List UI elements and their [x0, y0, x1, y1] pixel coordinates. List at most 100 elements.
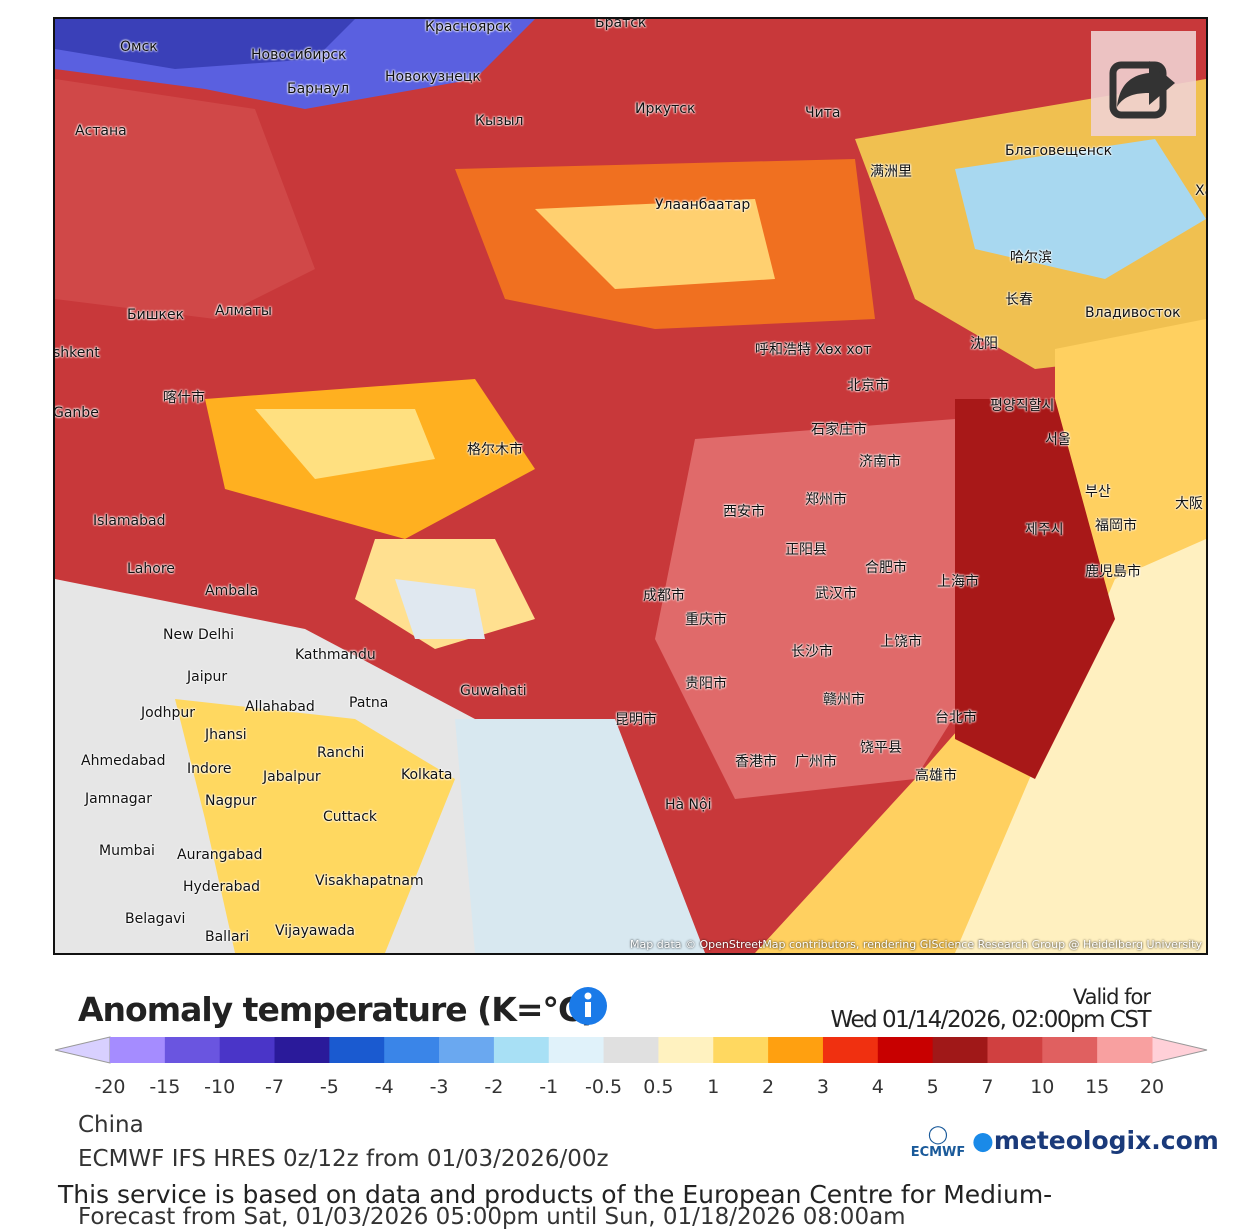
city-label: 济南市 [859, 454, 901, 470]
colorbar-low [54, 1036, 111, 1064]
city-label: 合肥市 [865, 560, 907, 576]
city-label: Kolkata [401, 767, 453, 783]
city-label: Ballari [205, 929, 250, 945]
attribution: Map data © OpenStreetMap contributors, r… [630, 938, 1202, 951]
colorbar-tick-label: 20 [1140, 1076, 1164, 1098]
city-label: Омск [120, 39, 158, 55]
city-label: Астана [75, 123, 127, 139]
colorbar-bin [219, 1037, 276, 1063]
city-label: Алматы [215, 303, 272, 319]
city-label: 武汉市 [815, 586, 857, 602]
colorbar-tick-label: -7 [265, 1076, 284, 1098]
city-label: 饶平县 [860, 740, 902, 756]
city-label: 大阪 [1175, 496, 1203, 512]
colorbar-tick-label: -1 [539, 1076, 558, 1098]
city-label: Vijayawada [275, 923, 355, 939]
city-label: 格尔木市 [467, 442, 523, 458]
city-label: Кызыл [475, 113, 524, 129]
colorbar-bin [987, 1037, 1043, 1063]
colorbar-bin [822, 1037, 879, 1063]
city-label: Чита [805, 105, 841, 121]
city-label: 重庆市 [685, 612, 727, 628]
colorbar-bin [548, 1037, 605, 1063]
colorbar-tick-label: -20 [94, 1076, 125, 1098]
colorbar-bin [493, 1037, 550, 1063]
city-label: 哈尔滨 [1010, 250, 1052, 266]
city-label: 长春 [1005, 292, 1033, 308]
city-label: Patna [349, 695, 389, 711]
colorbar-bin [274, 1037, 330, 1063]
city-label: 上海市 [937, 574, 979, 590]
city-label: 高雄市 [915, 768, 957, 784]
colorbar-high [1151, 1036, 1208, 1064]
brand-text: meteologix.com [993, 1126, 1219, 1155]
colorbar-bin [768, 1037, 824, 1063]
colorbar-tick-label: 7 [981, 1076, 993, 1098]
colorbar-bin [603, 1037, 659, 1063]
city-label: Jaipur [187, 669, 228, 685]
city-label: 广州市 [795, 754, 837, 770]
city-label: 서울 [1045, 432, 1071, 448]
valid-label: Valid for [1072, 985, 1151, 1009]
city-label: 香港市 [735, 754, 777, 770]
city-label: Hà Nội [665, 797, 712, 813]
city-label: Владивосток [1085, 305, 1181, 321]
city-label: Бишкек [127, 307, 185, 323]
forecast-range: Forecast from Sat, 01/03/2026 05:00pm un… [78, 1204, 906, 1230]
colorbar-bin [1097, 1037, 1153, 1063]
city-label: Hyderabad [183, 879, 260, 895]
colorbar-tick-label: -10 [204, 1076, 235, 1098]
valid-time: Wed 01/14/2026, 02:00pm CST [830, 1007, 1152, 1033]
city-label: 满洲里 [870, 164, 912, 180]
brand-icon: ● [972, 1126, 994, 1155]
city-label: Lahore [127, 561, 175, 577]
map: Омск Новосибирск Красноярск Братск Барнаул Но… [53, 17, 1208, 955]
city-label: 郑州市 [805, 492, 847, 508]
city-label: Барнаул [287, 81, 350, 97]
legend-title: Anomaly temperature (K=°C) [78, 990, 596, 1029]
colorbar-bin [384, 1037, 440, 1063]
region: China [78, 1112, 144, 1138]
city-label: Jhansi [205, 727, 247, 743]
share-icon [1109, 61, 1175, 119]
city-label: 正阳县 [785, 542, 827, 558]
city-label: Jodhpur [141, 705, 195, 721]
colorbar-bin [658, 1037, 714, 1063]
city-label: 鹿児島市 [1085, 564, 1141, 580]
city-label: Хабаро [1195, 183, 1206, 199]
city-label: 沈阳 [970, 336, 998, 352]
city-label: 长沙市 [791, 644, 833, 660]
city-label: Jabalpur [263, 769, 321, 785]
city-label: 부산 [1085, 484, 1111, 500]
city-label: Ambala [205, 583, 259, 599]
city-label: Ranchi [317, 745, 365, 761]
city-label: Islamabad [93, 513, 166, 529]
info-icon[interactable] [568, 986, 610, 1026]
city-label: Mumbai [99, 843, 155, 859]
city-label: Ahmedabad [81, 753, 166, 769]
city-label: Nagpur [205, 793, 257, 809]
colorbar-bin [1042, 1037, 1098, 1063]
colorbar-tick-label: 1 [707, 1076, 719, 1098]
city-label: 西安市 [723, 504, 765, 520]
city-label: shkent [53, 345, 100, 361]
city-label: Благовещенск [1005, 143, 1113, 159]
colorbar-bin [439, 1037, 495, 1063]
city-label: Новокузнецк [385, 69, 481, 85]
city-label: 평양직할시 [990, 398, 1055, 414]
city-label: Красноярск [425, 19, 512, 35]
colorbar-tick-label: -5 [320, 1076, 339, 1098]
share-button[interactable] [1091, 31, 1196, 136]
city-label: Allahabad [245, 699, 315, 715]
city-label: 呼和浩特 Хөх хот [755, 342, 872, 358]
model: ECMWF IFS HRES 0z/12z from 01/03/2026/00… [78, 1146, 609, 1172]
colorbar-bin [932, 1037, 988, 1063]
city-label: Aurangabad [177, 847, 263, 863]
city-label: 石家庄市 [811, 422, 867, 438]
city-label: 北京市 [847, 378, 889, 394]
city-label: 台北市 [935, 710, 977, 726]
colorbar-tick-label: 4 [872, 1076, 884, 1098]
colorbar-tick-label: -2 [484, 1076, 503, 1098]
city-label: Guwahati [460, 683, 527, 699]
